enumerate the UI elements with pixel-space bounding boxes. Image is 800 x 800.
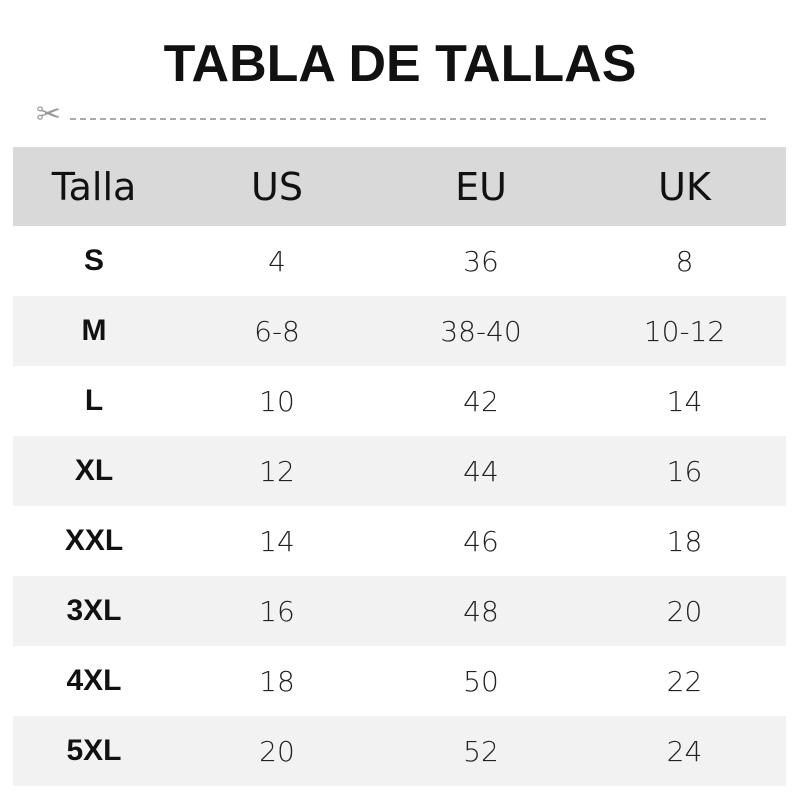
cell-size: XXL [64,524,124,557]
header-talla: Talla [13,147,175,226]
cell-uk: 24 [583,716,786,786]
cell-us: 14 [259,524,295,558]
cell-uk: 14 [666,384,703,418]
cell-us: 4 [268,244,286,278]
cut-line: ✂ [36,100,766,132]
table-row: L 10 42 14 [13,366,786,436]
table-row: S 4 36 8 [13,226,786,296]
cell-size: 3XL [13,576,175,646]
header-us: US [175,147,379,226]
cell-eu: 46 [463,524,499,558]
cell-size: S [83,244,104,277]
cell-us: 10 [259,384,295,418]
cell-us: 12 [175,436,379,506]
cell-us: 16 [175,576,379,646]
header-uk: UK [583,147,786,226]
cell-eu: 38-40 [379,296,583,366]
cell-size: 5XL [13,716,175,786]
cell-eu: 42 [463,384,499,418]
cell-us: 20 [175,716,379,786]
table-row: 3XL 16 48 20 [13,576,786,646]
cell-size: L [84,384,104,417]
cell-eu: 52 [379,716,583,786]
cell-eu: 44 [379,436,583,506]
table-row: XL 12 44 16 [13,436,786,506]
cell-uk: 20 [583,576,786,646]
cell-uk: 18 [666,524,703,558]
cell-uk: 8 [675,244,694,278]
cell-eu: 50 [463,664,499,698]
size-table: Talla US EU UK S 4 36 8 M 6-8 38-40 10-12 L 10 42 1… [13,147,786,786]
cell-size: XL [13,436,175,506]
scissors-icon: ✂ [36,98,62,131]
table-row: 4XL 18 50 22 [13,646,786,716]
cell-uk: 16 [583,436,786,506]
cell-us: 18 [259,664,295,698]
cell-uk: 22 [666,664,703,698]
table-row: XXL 14 46 18 [13,506,786,576]
header-row: Talla US EU UK [13,147,786,226]
cell-size: 4XL [66,664,122,697]
dashed-divider [70,118,766,120]
table-row: M 6-8 38-40 10-12 [13,296,786,366]
page-title: TABLA DE TALLAS [163,35,637,93]
cell-us: 6-8 [175,296,379,366]
header-eu: EU [379,147,583,226]
cell-eu: 36 [463,244,499,278]
cell-uk: 10-12 [583,296,786,366]
table-row: 5XL 20 52 24 [13,716,786,786]
cell-size: M [13,296,175,366]
cell-eu: 48 [379,576,583,646]
